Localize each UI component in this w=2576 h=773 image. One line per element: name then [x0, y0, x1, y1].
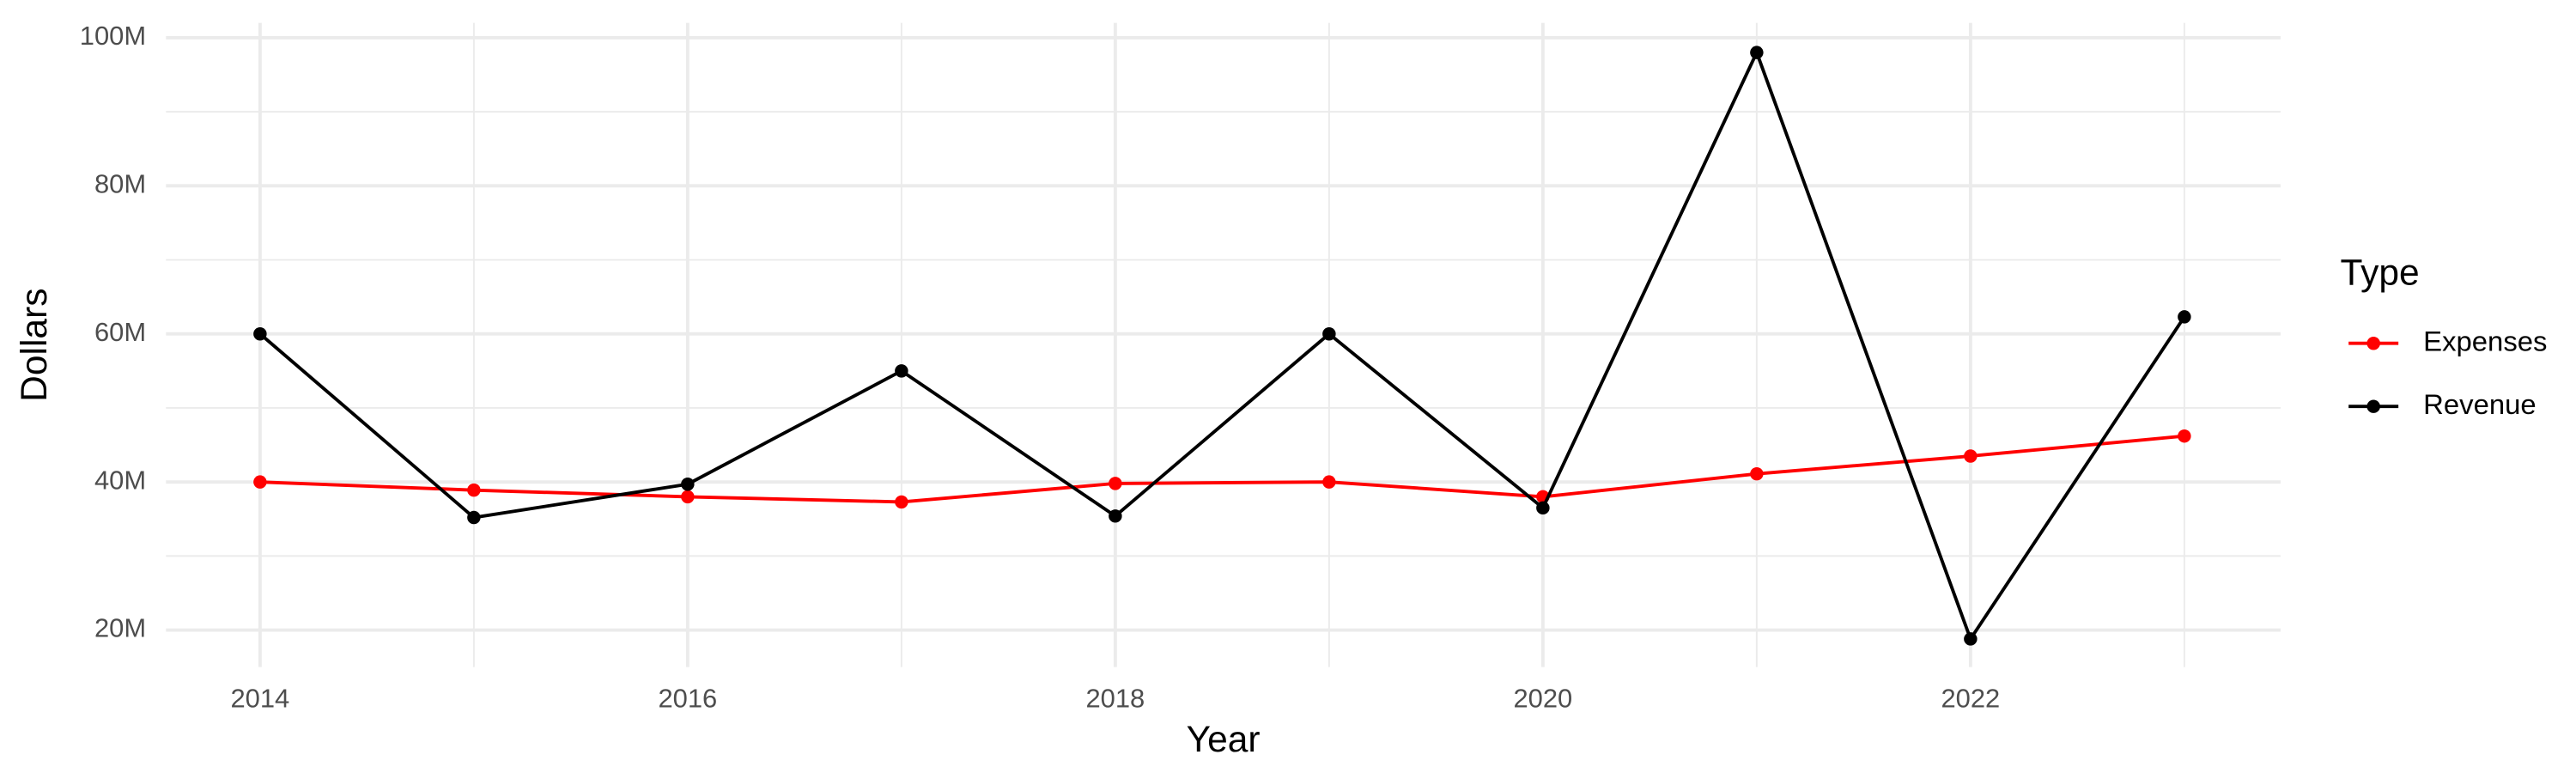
x-tick-label: 2018: [1085, 684, 1145, 714]
data-point: [2178, 429, 2191, 443]
data-point: [681, 490, 695, 504]
x-axis-title: Year: [1187, 720, 1261, 760]
series-line: [258, 48, 2186, 643]
x-tick-label: 2022: [1941, 684, 2000, 714]
data-point: [1750, 46, 1764, 59]
legend-label: Expenses: [2423, 325, 2547, 356]
x-tick-label: 2016: [658, 684, 717, 714]
data-point: [681, 478, 695, 491]
x-tick-label: 2014: [230, 684, 289, 714]
data-point: [1964, 632, 1978, 646]
legend-swatch-point: [2366, 337, 2380, 350]
x-tick-label: 2020: [1513, 684, 1572, 714]
data-point: [253, 475, 267, 489]
data-point: [1750, 466, 1764, 481]
data-point: [467, 510, 481, 525]
y-axis-title: Dollars: [15, 289, 55, 402]
series-line: [259, 434, 2185, 504]
data-point: [253, 327, 267, 341]
data-point: [1109, 509, 1122, 523]
legend-title: Type: [2341, 253, 2420, 294]
y-tick-label: 80M: [94, 169, 146, 199]
data-point: [895, 495, 908, 509]
data-point: [1109, 477, 1122, 490]
legend-swatch-point: [2366, 399, 2380, 413]
y-tick-label: 100M: [80, 21, 146, 51]
data-point: [1322, 475, 1336, 489]
data-point: [1536, 501, 1550, 515]
data-point: [1322, 327, 1336, 341]
y-tick-label: 40M: [94, 465, 146, 495]
data-point: [467, 483, 481, 497]
data-point: [2178, 310, 2191, 324]
data-point: [895, 364, 908, 378]
legend-label: Revenue: [2423, 388, 2537, 420]
y-tick-label: 60M: [94, 317, 146, 347]
data-point: [1964, 449, 1978, 463]
y-tick-label: 20M: [94, 613, 146, 643]
